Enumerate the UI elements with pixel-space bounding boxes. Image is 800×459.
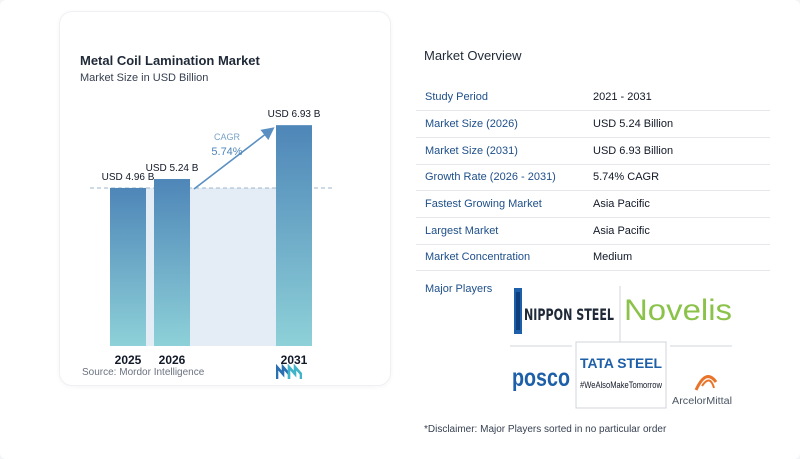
overview-row: Study Period 2021 - 2031	[416, 84, 770, 112]
bar-2026	[154, 179, 190, 346]
bar-chart: USD 4.96 B 2025 USD 5.24 B 2026 USD 6.93 B 20…	[90, 109, 332, 367]
overview-row: Market Concentration Medium	[416, 244, 770, 272]
overview-row: Fastest Growing Market Asia Pacific	[416, 190, 770, 218]
overview-key: Growth Rate (2026 - 2031)	[416, 164, 584, 192]
overview-value: Medium	[584, 244, 770, 272]
nippon-steel-text: NIPPON STEEL	[524, 305, 614, 324]
bar-value-label: USD 5.24 B	[146, 163, 199, 174]
nippon-steel-logo: NIPPON STEEL	[514, 288, 614, 334]
overview-value: Asia Pacific	[584, 190, 770, 218]
chart-subtitle: Market Size in USD Billion	[80, 72, 209, 84]
overview-key: Market Concentration	[416, 244, 584, 272]
cagr-arrow	[193, 127, 275, 190]
posco-text: posco	[512, 364, 570, 392]
bar-2031	[276, 125, 312, 346]
overview-key: Largest Market	[416, 217, 584, 245]
overview-key: Study Period	[416, 84, 584, 112]
overview-row: Market Size (2026) USD 5.24 Billion	[416, 110, 770, 138]
cagr-label: CAGR	[214, 132, 241, 142]
overview-key: Market Size (2026)	[416, 110, 584, 138]
major-players-label: Major Players	[425, 283, 493, 295]
arcelormittal-logo: ArcelorMittal	[672, 375, 732, 407]
source-text: Source: Mordor Intelligence	[82, 367, 205, 378]
major-players-logos: NIPPON STEEL Novelis posco TATA STEEL #W…	[510, 286, 732, 409]
x-tick-label: 2026	[159, 353, 186, 367]
chart-title: Metal Coil Lamination Market	[80, 53, 260, 68]
x-tick-label: 2025	[115, 353, 142, 367]
tata-tagline-text: #WeAlsoMakeTomorrow	[580, 380, 662, 390]
overview-row: Market Size (2031) USD 6.93 Billion	[416, 137, 770, 165]
bar-value-label: USD 6.93 B	[268, 109, 321, 120]
bar-2025	[110, 187, 146, 346]
chart-card: Metal Coil Lamination Market Market Size…	[60, 12, 390, 385]
mordor-logo-icon	[276, 364, 302, 379]
tata-steel-box	[575, 341, 667, 409]
disclaimer-text: *Disclaimer: Major Players sorted in no …	[424, 424, 667, 435]
overview-value: 2021 - 2031	[584, 84, 770, 112]
overview-value: Asia Pacific	[584, 217, 770, 245]
overview-title: Market Overview	[424, 48, 522, 63]
overview-key: Market Size (2031)	[416, 137, 584, 165]
x-tick-label: 2031	[281, 353, 308, 367]
overview-value: USD 6.93 Billion	[584, 137, 770, 165]
overview-row: Growth Rate (2026 - 2031) 5.74% CAGR	[416, 164, 770, 192]
arcelormittal-text: ArcelorMittal	[672, 396, 732, 407]
overview-table: Study Period 2021 - 2031 Market Size (2026…	[416, 84, 770, 272]
novelis-text: Novelis	[624, 294, 732, 327]
bar-value-label: USD 4.96 B	[102, 172, 155, 183]
overview-value: 5.74% CAGR	[584, 164, 770, 192]
cagr-value: 5.74%	[211, 146, 242, 158]
tata-steel-text: TATA STEEL	[580, 355, 662, 371]
overview-key: Fastest Growing Market	[416, 190, 584, 218]
overview-value: USD 5.24 Billion	[584, 110, 770, 138]
overview-row: Largest Market Asia Pacific	[416, 217, 770, 245]
